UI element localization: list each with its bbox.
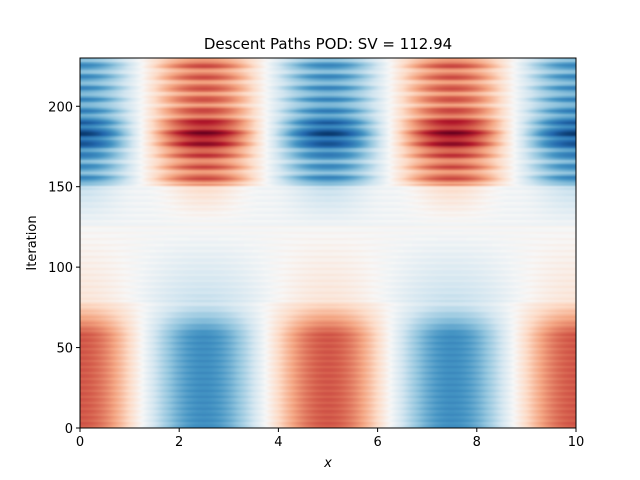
x-tick-label: 8 bbox=[473, 435, 481, 450]
y-tick-label: 150 bbox=[48, 181, 73, 196]
x-tick-label: 0 bbox=[76, 435, 84, 450]
y-tick-label: 50 bbox=[56, 342, 73, 357]
x-tick-label: 10 bbox=[568, 435, 585, 450]
y-tick-label: 200 bbox=[48, 100, 73, 115]
y-axis: 0 50 100 150 200 bbox=[48, 100, 80, 437]
x-tick-label: 6 bbox=[373, 435, 381, 450]
heatmap-image bbox=[80, 58, 576, 428]
y-axis-label: Iteration bbox=[25, 215, 40, 270]
y-tick-label: 0 bbox=[65, 422, 73, 437]
chart-title: Descent Paths POD: SV = 112.94 bbox=[204, 35, 452, 53]
x-tick-label: 4 bbox=[274, 435, 282, 450]
y-tick-label: 100 bbox=[48, 261, 73, 276]
plot-frame bbox=[79, 57, 577, 429]
x-axis-label: x bbox=[323, 456, 332, 471]
x-tick-label: 2 bbox=[175, 435, 183, 450]
x-axis: 0 2 4 6 8 10 bbox=[76, 428, 584, 450]
